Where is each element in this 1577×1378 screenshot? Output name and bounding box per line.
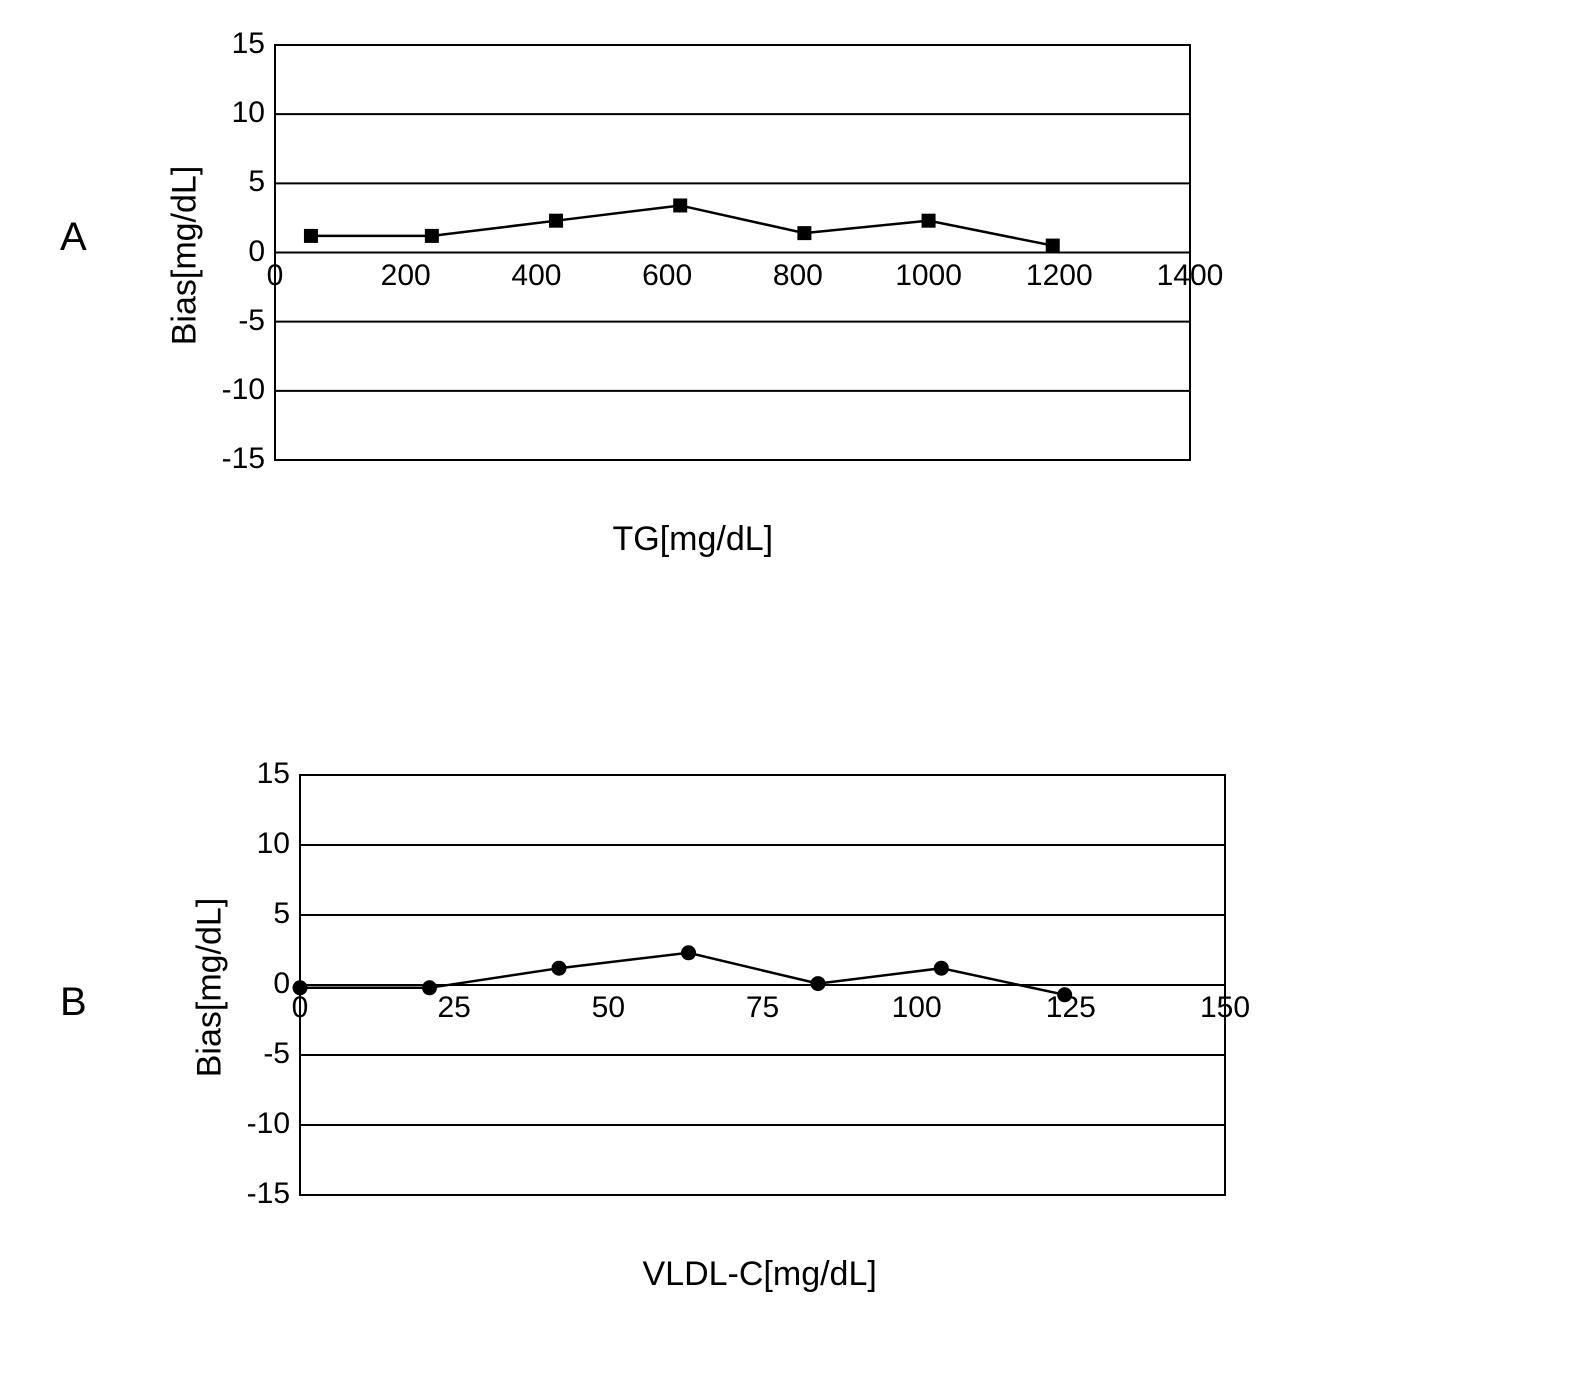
plot-border (275, 45, 1190, 460)
x-tick-label: 400 (486, 259, 586, 293)
x-tick-label: 1000 (879, 259, 979, 293)
marker-square (304, 229, 318, 243)
x-tick-label: 200 (356, 259, 456, 293)
series-line (311, 205, 1053, 245)
chart-svg (0, 0, 1577, 1378)
x-tick-label: 125 (1021, 991, 1121, 1025)
y-tick-label: -15 (185, 442, 265, 476)
plot-border (300, 775, 1225, 1195)
y-tick-label: -10 (185, 373, 265, 407)
x-tick-label: 600 (617, 259, 717, 293)
y-tick-label: 15 (185, 27, 265, 61)
y-tick-label: 10 (210, 827, 290, 861)
x-tick-label: 800 (748, 259, 848, 293)
chart-svg (0, 0, 1577, 1378)
marker-square (549, 214, 563, 228)
x-axis-label: TG[mg/dL] (613, 520, 774, 559)
series-line (300, 953, 1065, 995)
x-tick-label: 0 (225, 259, 325, 293)
panel-b-label: B (60, 980, 87, 1025)
y-tick-label: 15 (210, 757, 290, 791)
x-tick-label: 100 (867, 991, 967, 1025)
marker-square (425, 229, 439, 243)
panel-a-label: A (60, 215, 87, 260)
marker-square (673, 198, 687, 212)
x-tick-label: 75 (713, 991, 813, 1025)
x-tick-label: 150 (1175, 991, 1275, 1025)
marker-circle (934, 961, 949, 976)
marker-circle (552, 961, 567, 976)
y-tick-label: -10 (210, 1107, 290, 1141)
marker-square (922, 214, 936, 228)
x-tick-label: 1200 (1009, 259, 1109, 293)
y-axis-label: Bias[mg/dL] (190, 898, 229, 1078)
y-tick-label: 10 (185, 96, 265, 130)
marker-circle (681, 945, 696, 960)
y-tick-label: -15 (210, 1177, 290, 1211)
figure-root: A -15-10-5051015020040060080010001200140… (0, 0, 1577, 1378)
x-axis-label: VLDL-C[mg/dL] (643, 1255, 877, 1294)
x-tick-label: 50 (558, 991, 658, 1025)
x-tick-label: 0 (250, 991, 350, 1025)
marker-square (797, 226, 811, 240)
marker-square (1046, 239, 1060, 253)
y-axis-label: Bias[mg/dL] (165, 165, 204, 345)
x-tick-label: 25 (404, 991, 504, 1025)
x-tick-label: 1400 (1140, 259, 1240, 293)
marker-circle (811, 976, 826, 991)
